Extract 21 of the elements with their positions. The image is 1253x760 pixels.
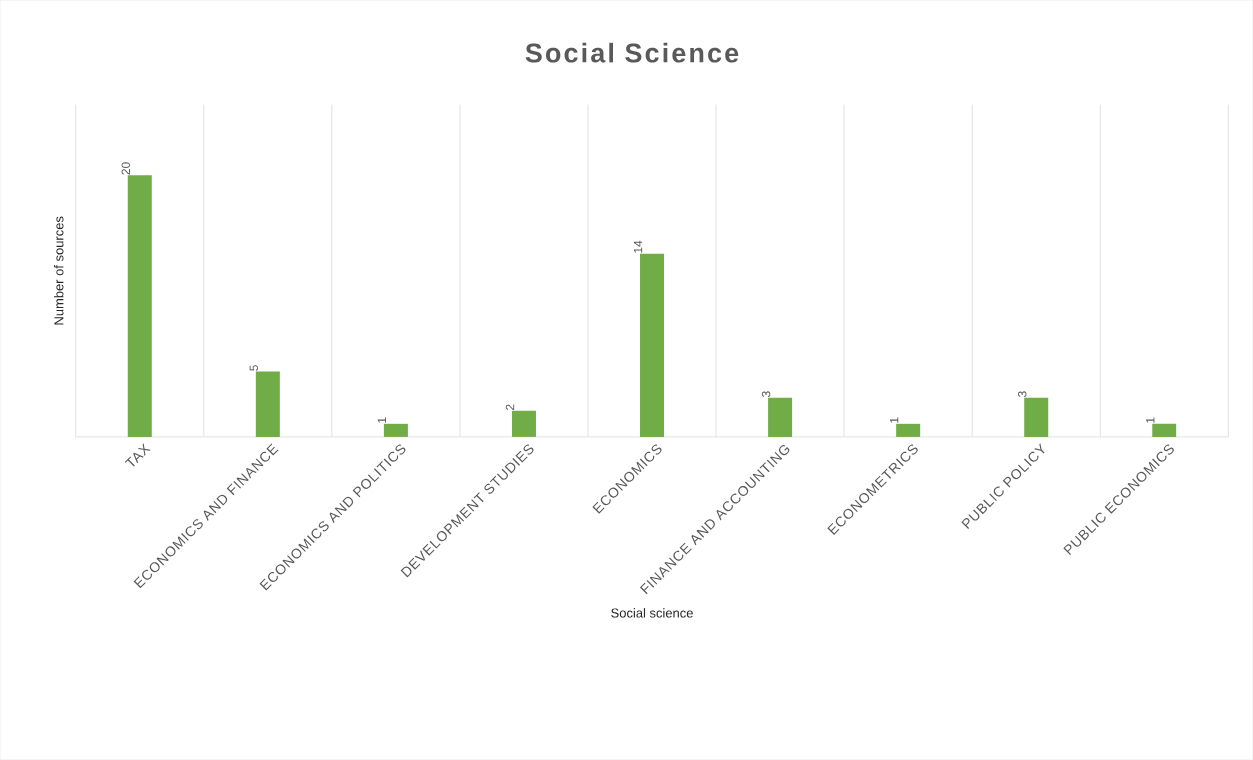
bar — [255, 371, 280, 438]
bar — [383, 423, 408, 438]
data-label: 2 — [505, 404, 515, 411]
data-label: 14 — [633, 240, 643, 253]
x-axis-title: Social science — [611, 608, 693, 618]
bar — [1152, 423, 1177, 438]
data-label: 1 — [890, 417, 899, 423]
bar — [127, 175, 152, 438]
data-label: 3 — [1017, 391, 1027, 398]
data-label: 5 — [249, 365, 258, 371]
data-label: 20 — [121, 162, 130, 175]
chart-title: Social Science — [525, 42, 739, 63]
bar — [1024, 397, 1049, 438]
y-axis-title: Number of sources — [53, 216, 64, 325]
data-label: 3 — [761, 391, 771, 398]
data-label: 1 — [377, 417, 387, 423]
bar — [640, 253, 665, 438]
bar — [896, 423, 921, 438]
bar — [768, 397, 793, 438]
data-label: 1 — [1146, 417, 1155, 423]
bar — [511, 410, 536, 438]
